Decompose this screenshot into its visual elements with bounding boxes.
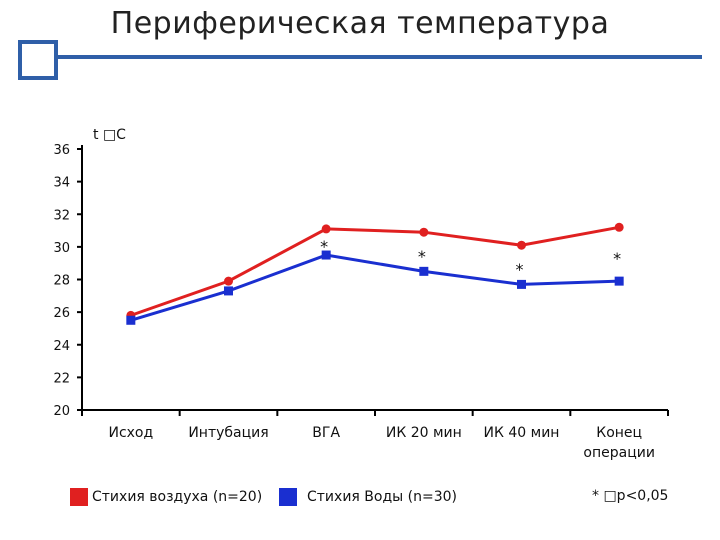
data-point	[321, 250, 331, 260]
data-point	[321, 224, 331, 234]
y-tick-label: 36	[53, 143, 70, 158]
x-tick-label: ИК 40 мин	[484, 425, 560, 441]
legend-item-air: Стихия воздуха (n=20)	[70, 488, 262, 506]
significance-footnote: * □р<0,05	[592, 488, 669, 504]
y-tick-label: 34	[53, 176, 70, 191]
y-axis-unit-label: t □С	[93, 127, 126, 143]
y-tick-label: 26	[53, 306, 70, 321]
legend-label-air: Стихия воздуха (n=20)	[92, 489, 263, 505]
y-tick-label: 32	[53, 208, 70, 223]
data-point	[126, 315, 136, 325]
legend-item-water: Стихия Воды (n=30)	[279, 488, 457, 506]
title-underline	[52, 55, 702, 59]
significance-markers: * * * *	[320, 237, 621, 279]
x-tick-label: Конец операции	[583, 425, 655, 461]
significance-star: *	[613, 249, 621, 268]
decorative-square	[18, 40, 58, 80]
data-point	[224, 286, 233, 296]
y-tick-label: 30	[53, 241, 70, 256]
data-point	[224, 276, 233, 286]
series-layer	[126, 222, 624, 325]
series-line-1	[130, 253, 620, 322]
legend-label-water: Стихия Воды (n=30)	[307, 489, 457, 505]
y-tick-label: 20	[53, 404, 70, 419]
significance-star: *	[320, 237, 328, 256]
data-point	[614, 222, 624, 232]
axes: 20 22 24 26 28 30 32 34 36 t □С Исход Интубация ВГА И…	[53, 127, 669, 461]
significance-star: *	[418, 247, 426, 266]
significance-star: *	[516, 260, 524, 279]
x-tick-label: ИК 20 мин	[386, 425, 462, 441]
data-point	[419, 266, 429, 276]
y-tick-label: 22	[53, 371, 70, 386]
series-line-0	[130, 225, 620, 317]
y-tick-label: 28	[53, 274, 70, 289]
legend-swatch-water	[279, 488, 297, 506]
data-point	[614, 276, 624, 286]
x-tick-label: Интубация	[188, 425, 268, 441]
x-tick-label: ВГА	[312, 425, 340, 441]
data-point	[419, 227, 429, 237]
chart-title: Периферическая температура	[110, 6, 610, 41]
legend-swatch-air	[70, 488, 88, 506]
x-tick-label: Исход	[108, 425, 153, 441]
data-point	[517, 279, 526, 289]
line-chart: 20 22 24 26 28 30 32 34 36 t □С Исход Интубация ВГА И…	[53, 127, 669, 461]
y-tick-label: 24	[53, 339, 70, 354]
data-point	[517, 240, 526, 250]
